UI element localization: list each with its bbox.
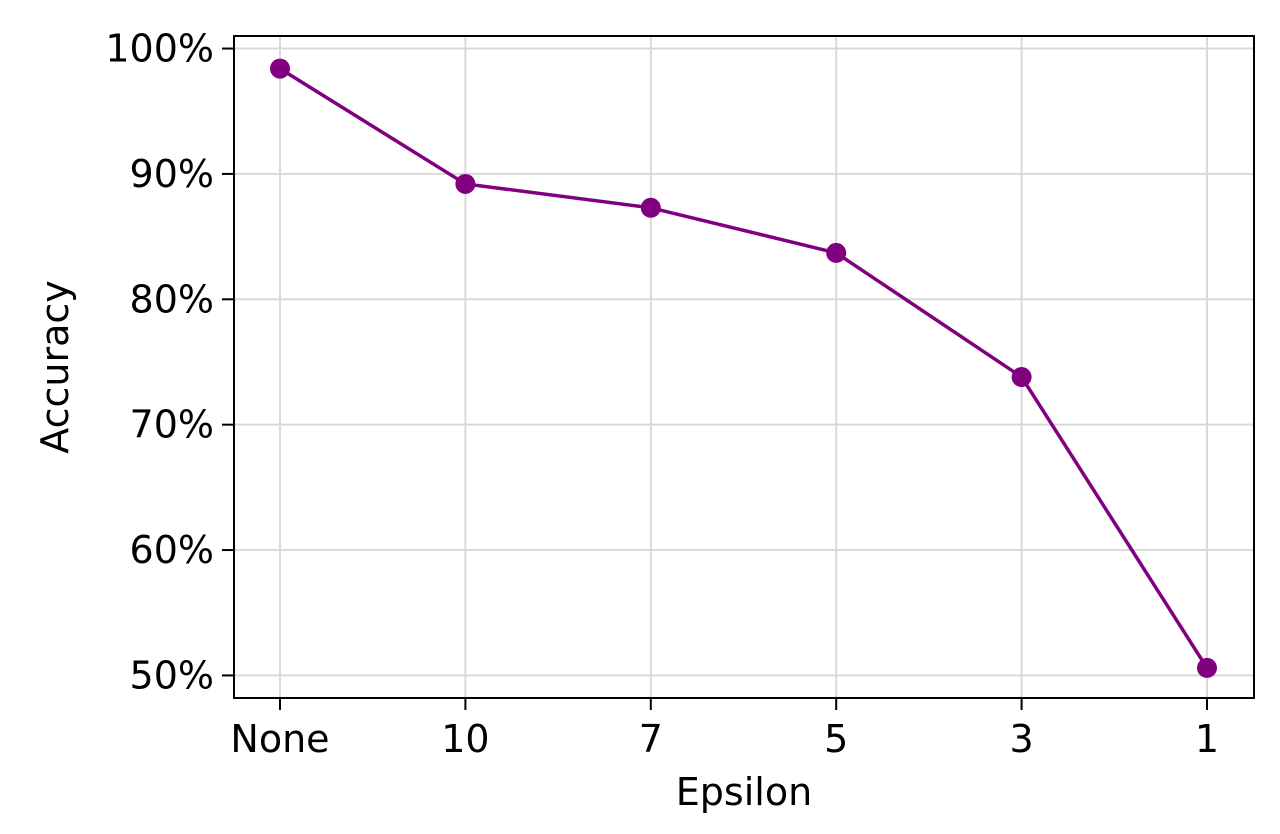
plot-area-frame [233,35,1255,699]
x-axis-title: Epsilon [676,770,812,814]
x-tick-label: 3 [1010,717,1034,761]
axis-ticks [222,47,1208,710]
y-axis-title: Accuracy [33,280,77,454]
data-point [826,242,847,263]
series-line [279,67,1209,669]
data-point [1011,367,1032,388]
data-point [640,197,661,218]
x-tick-label: 1 [1195,717,1219,761]
y-tick-label: 50% [130,653,214,697]
data-point [270,58,290,79]
y-tick-label: 80% [130,277,214,321]
series [270,58,1217,678]
y-tick-label: 90% [130,152,214,196]
x-tick-label: 7 [639,717,663,761]
y-tick-label: 100% [105,27,214,71]
data-point [1197,657,1217,678]
x-tick-label: 5 [824,717,848,761]
data-point [455,173,476,194]
x-tick-label: None [230,717,329,761]
y-tick-label: 70% [130,403,214,447]
x-tick-label: 10 [441,717,489,761]
y-tick-label: 60% [130,528,214,572]
grid [234,36,1254,698]
axis-labels: 50% 60% 70% 80% 90% 100% None 10 7 5 3 1 [105,27,1219,761]
